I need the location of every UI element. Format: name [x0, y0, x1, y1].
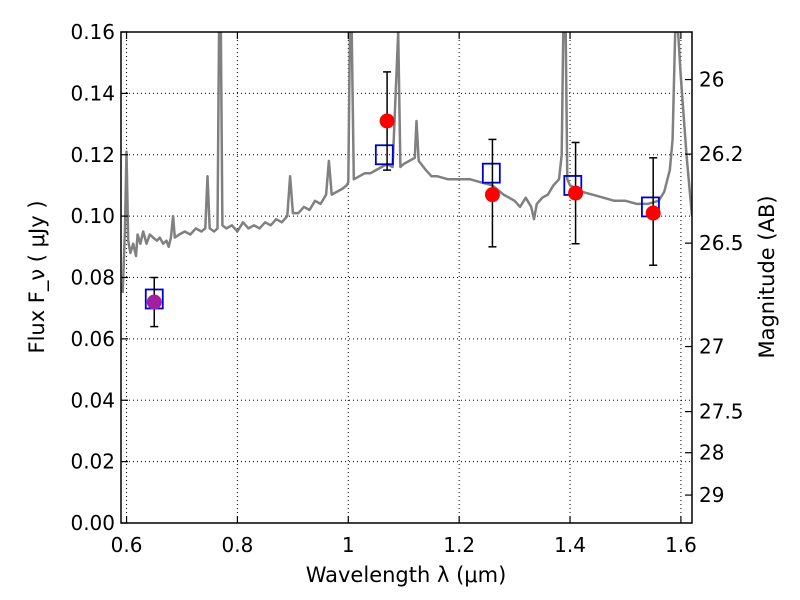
- y-axis-label: Flux F_ν ( μJy ): [25, 200, 50, 353]
- observed-point: [484, 187, 500, 203]
- right-tick-label: 26.2: [699, 142, 744, 166]
- axis-ticks: 0.6 0.8 1 1.2 1.4 1.6 0.00 0.02 0.04 0.06 0.08 0.10…: [70, 20, 743, 557]
- x-tick-label: 1.2: [443, 533, 475, 557]
- model-square-marker: [481, 162, 501, 184]
- observed-point: [568, 185, 584, 201]
- plot-frame: [120, 31, 693, 524]
- y-tick-label: 0.06: [70, 327, 115, 351]
- right-tick-label: 28: [699, 441, 724, 465]
- x-tick-label: 1.6: [665, 533, 697, 557]
- x-tick-label: 0.8: [222, 533, 254, 557]
- y-tick-label: 0.10: [70, 204, 115, 228]
- y-tick-label: 0.16: [70, 20, 115, 44]
- y-tick-label: 0.14: [70, 81, 115, 105]
- y-tick-label: 0.00: [70, 511, 115, 535]
- data-markers: [144, 71, 661, 328]
- right-tick-label: 26.5: [699, 231, 744, 255]
- right-tick-label: 27: [699, 335, 724, 359]
- grid-lines: [121, 31, 692, 524]
- observed-point: [645, 205, 661, 221]
- y-tick-label: 0.04: [70, 388, 115, 412]
- observed-point: [379, 113, 395, 129]
- right-tick-label: 29: [699, 483, 724, 507]
- right-tick-label: 27.5: [699, 400, 744, 424]
- x-tick-label: 1.4: [554, 533, 586, 557]
- x-axis-label: Wavelength λ (μm): [306, 563, 507, 587]
- observed-point: [146, 294, 162, 310]
- x-tick-label: 0.6: [111, 533, 143, 557]
- sed-curve-layer: [121, 32, 692, 293]
- y-tick-label: 0.02: [70, 450, 115, 474]
- right-axis-label: Magnitude (AB): [755, 195, 779, 358]
- y-tick-label: 0.08: [70, 266, 115, 290]
- sed-curve-line: [121, 32, 692, 293]
- right-tick-label: 26: [699, 68, 724, 92]
- y-tick-label: 0.12: [70, 143, 115, 167]
- model-square-marker: [374, 144, 394, 166]
- x-tick-label: 1: [342, 533, 355, 557]
